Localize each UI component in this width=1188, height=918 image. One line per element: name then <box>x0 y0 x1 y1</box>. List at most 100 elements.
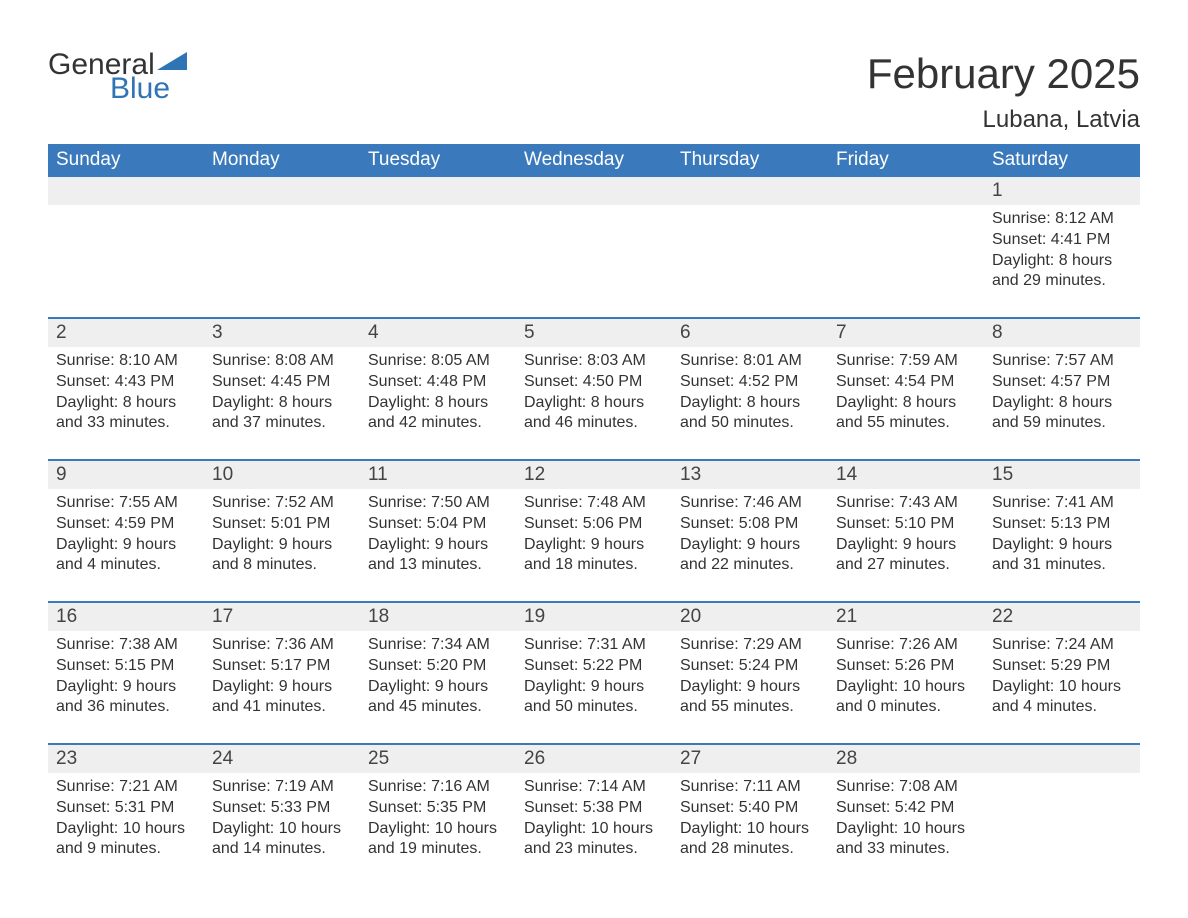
daylight-line: Daylight: 9 hours and 50 minutes. <box>524 677 664 719</box>
sunset-line: Sunset: 4:54 PM <box>836 372 976 393</box>
sunrise-line: Sunrise: 7:08 AM <box>836 777 976 798</box>
day-cell <box>204 205 360 303</box>
sunrise-line: Sunrise: 8:05 AM <box>368 351 508 372</box>
day-number: 2 <box>48 319 204 347</box>
dayhead-saturday: Saturday <box>984 144 1140 177</box>
day-cell: Sunrise: 8:03 AMSunset: 4:50 PMDaylight:… <box>516 347 672 445</box>
day-cell: Sunrise: 7:14 AMSunset: 5:38 PMDaylight:… <box>516 773 672 871</box>
sunset-line: Sunset: 5:42 PM <box>836 798 976 819</box>
day-number: 21 <box>828 603 984 631</box>
day-number <box>672 177 828 205</box>
sunset-line: Sunset: 5:33 PM <box>212 798 352 819</box>
day-cell: Sunrise: 8:01 AMSunset: 4:52 PMDaylight:… <box>672 347 828 445</box>
sunset-line: Sunset: 5:13 PM <box>992 514 1132 535</box>
daylight-line: Daylight: 8 hours and 42 minutes. <box>368 393 508 435</box>
daylight-line: Daylight: 9 hours and 45 minutes. <box>368 677 508 719</box>
sunrise-line: Sunrise: 7:31 AM <box>524 635 664 656</box>
sunset-line: Sunset: 5:06 PM <box>524 514 664 535</box>
daylight-line: Daylight: 8 hours and 33 minutes. <box>56 393 196 435</box>
day-number: 26 <box>516 745 672 773</box>
day-cell: Sunrise: 8:05 AMSunset: 4:48 PMDaylight:… <box>360 347 516 445</box>
sunrise-line: Sunrise: 7:43 AM <box>836 493 976 514</box>
calendar-week: 16171819202122Sunrise: 7:38 AMSunset: 5:… <box>48 601 1140 729</box>
sunset-line: Sunset: 4:50 PM <box>524 372 664 393</box>
sunset-line: Sunset: 5:04 PM <box>368 514 508 535</box>
sunrise-line: Sunrise: 8:03 AM <box>524 351 664 372</box>
sunrise-line: Sunrise: 8:08 AM <box>212 351 352 372</box>
calendar-week: 2345678Sunrise: 8:10 AMSunset: 4:43 PMDa… <box>48 317 1140 445</box>
day-cell: Sunrise: 7:38 AMSunset: 5:15 PMDaylight:… <box>48 631 204 729</box>
sunrise-line: Sunrise: 7:57 AM <box>992 351 1132 372</box>
day-number <box>828 177 984 205</box>
day-number: 11 <box>360 461 516 489</box>
sunset-line: Sunset: 4:52 PM <box>680 372 820 393</box>
day-cell <box>516 205 672 303</box>
day-cell: Sunrise: 8:12 AMSunset: 4:41 PMDaylight:… <box>984 205 1140 303</box>
header: General Blue February 2025 Lubana, Latvi… <box>48 50 1140 134</box>
sunrise-line: Sunrise: 7:41 AM <box>992 493 1132 514</box>
sunrise-line: Sunrise: 7:48 AM <box>524 493 664 514</box>
sunrise-line: Sunrise: 8:01 AM <box>680 351 820 372</box>
sunrise-line: Sunrise: 7:34 AM <box>368 635 508 656</box>
daylight-line: Daylight: 10 hours and 28 minutes. <box>680 819 820 861</box>
sunrise-line: Sunrise: 7:24 AM <box>992 635 1132 656</box>
day-number: 17 <box>204 603 360 631</box>
daylight-line: Daylight: 10 hours and 9 minutes. <box>56 819 196 861</box>
calendar-week: 232425262728Sunrise: 7:21 AMSunset: 5:31… <box>48 743 1140 871</box>
sunset-line: Sunset: 4:41 PM <box>992 230 1132 251</box>
brand-triangle-icon <box>157 52 187 74</box>
day-cell <box>48 205 204 303</box>
day-number <box>516 177 672 205</box>
daylight-line: Daylight: 8 hours and 55 minutes. <box>836 393 976 435</box>
sunset-line: Sunset: 4:43 PM <box>56 372 196 393</box>
day-cell: Sunrise: 8:08 AMSunset: 4:45 PMDaylight:… <box>204 347 360 445</box>
day-cell: Sunrise: 7:55 AMSunset: 4:59 PMDaylight:… <box>48 489 204 587</box>
daylight-line: Daylight: 10 hours and 4 minutes. <box>992 677 1132 719</box>
sunset-line: Sunset: 5:26 PM <box>836 656 976 677</box>
day-number: 18 <box>360 603 516 631</box>
sunset-line: Sunset: 5:31 PM <box>56 798 196 819</box>
daynum-strip: 232425262728 <box>48 745 1140 773</box>
daycontent-row: Sunrise: 7:21 AMSunset: 5:31 PMDaylight:… <box>48 773 1140 871</box>
daylight-line: Daylight: 9 hours and 4 minutes. <box>56 535 196 577</box>
daylight-line: Daylight: 9 hours and 41 minutes. <box>212 677 352 719</box>
day-number: 28 <box>828 745 984 773</box>
calendar-week: 1Sunrise: 8:12 AMSunset: 4:41 PMDaylight… <box>48 177 1140 303</box>
daylight-line: Daylight: 10 hours and 19 minutes. <box>368 819 508 861</box>
daycontent-row: Sunrise: 7:55 AMSunset: 4:59 PMDaylight:… <box>48 489 1140 587</box>
sunrise-line: Sunrise: 7:46 AM <box>680 493 820 514</box>
daylight-line: Daylight: 8 hours and 50 minutes. <box>680 393 820 435</box>
day-number: 23 <box>48 745 204 773</box>
dayhead-monday: Monday <box>204 144 360 177</box>
daylight-line: Daylight: 9 hours and 27 minutes. <box>836 535 976 577</box>
day-number: 19 <box>516 603 672 631</box>
daylight-line: Daylight: 10 hours and 14 minutes. <box>212 819 352 861</box>
day-cell: Sunrise: 7:11 AMSunset: 5:40 PMDaylight:… <box>672 773 828 871</box>
day-number: 8 <box>984 319 1140 347</box>
daynum-strip: 16171819202122 <box>48 603 1140 631</box>
day-cell: Sunrise: 7:43 AMSunset: 5:10 PMDaylight:… <box>828 489 984 587</box>
sunset-line: Sunset: 5:20 PM <box>368 656 508 677</box>
dayhead-thursday: Thursday <box>672 144 828 177</box>
calendar-week: 9101112131415Sunrise: 7:55 AMSunset: 4:5… <box>48 459 1140 587</box>
daynum-strip: 9101112131415 <box>48 461 1140 489</box>
day-number: 24 <box>204 745 360 773</box>
day-number: 4 <box>360 319 516 347</box>
sunrise-line: Sunrise: 7:50 AM <box>368 493 508 514</box>
day-number: 7 <box>828 319 984 347</box>
daylight-line: Daylight: 8 hours and 37 minutes. <box>212 393 352 435</box>
day-cell: Sunrise: 7:31 AMSunset: 5:22 PMDaylight:… <box>516 631 672 729</box>
day-cell <box>828 205 984 303</box>
day-cell: Sunrise: 7:34 AMSunset: 5:20 PMDaylight:… <box>360 631 516 729</box>
day-cell: Sunrise: 7:41 AMSunset: 5:13 PMDaylight:… <box>984 489 1140 587</box>
sunrise-line: Sunrise: 7:14 AM <box>524 777 664 798</box>
location-label: Lubana, Latvia <box>867 106 1140 134</box>
sunrise-line: Sunrise: 7:59 AM <box>836 351 976 372</box>
sunset-line: Sunset: 4:59 PM <box>56 514 196 535</box>
day-cell: Sunrise: 7:46 AMSunset: 5:08 PMDaylight:… <box>672 489 828 587</box>
daylight-line: Daylight: 10 hours and 33 minutes. <box>836 819 976 861</box>
day-cell <box>360 205 516 303</box>
sunset-line: Sunset: 4:48 PM <box>368 372 508 393</box>
day-cell: Sunrise: 7:21 AMSunset: 5:31 PMDaylight:… <box>48 773 204 871</box>
daycontent-row: Sunrise: 8:10 AMSunset: 4:43 PMDaylight:… <box>48 347 1140 445</box>
